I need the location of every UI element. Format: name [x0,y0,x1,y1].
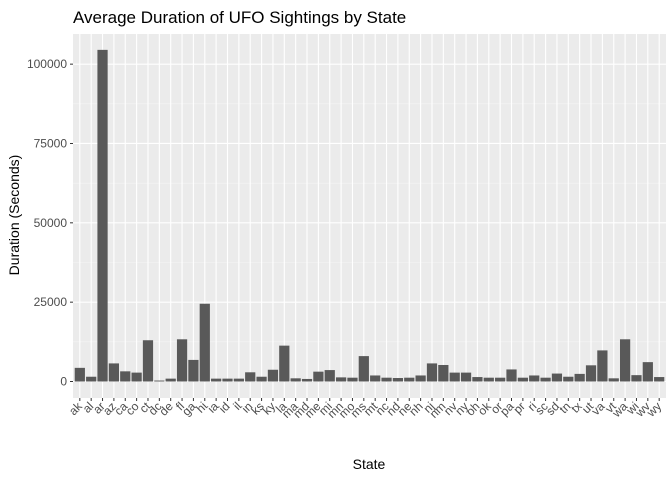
bar-ny [460,372,472,382]
bar-pr [517,377,528,382]
bar-or [495,377,506,382]
bar-ct [142,340,154,382]
bar-la [279,345,290,382]
bar-wy [654,377,665,382]
bar-wa [619,339,631,382]
x-axis-title: State [353,456,386,472]
bar-vt [608,378,619,382]
bar-nv [449,372,460,382]
y-tick-label: 25000 [34,295,68,309]
y-axis-title: Duration (Seconds) [6,155,22,276]
bar-me [313,371,324,382]
bar-ak [74,367,85,382]
y-tick-label: 50000 [34,216,68,230]
bar-mo [347,377,358,382]
bar-ar [97,49,108,382]
x-tick-label: pr [511,399,528,416]
bar-fl [176,339,188,382]
bar-co [131,372,142,382]
bar-tx [574,373,585,382]
bar-in [245,372,256,382]
bar-ms [358,356,369,382]
bar-ks [256,376,267,382]
y-tick-label: 0 [60,374,67,388]
bar-ut [585,365,597,382]
chart-title: Average Duration of UFO Sightings by Sta… [73,8,406,27]
x-tick-label: de [156,399,176,419]
y-tick-label: 100000 [27,57,67,71]
bar-al [86,376,97,382]
bar-wv [642,362,653,382]
bar-ok [483,377,494,382]
bar-nh [415,375,426,382]
bar-ma [290,378,301,382]
bar-ky [267,369,279,382]
x-tick-label: id [216,399,233,416]
bar-az [108,363,120,382]
bar-mi [324,370,335,382]
x-tick-label: wy [643,399,664,420]
bar-ia [211,378,222,382]
bar-wi [631,375,642,382]
bar-id [222,378,233,382]
bar-hi [199,303,210,382]
bar-ne [404,377,415,382]
x-axis: akalarazcacoctdcdeflgahiiaidilinkskylama… [66,398,664,421]
bar-pa [506,369,517,382]
bar-oh [472,377,483,382]
bar-nm [438,364,449,382]
bar-mn [335,377,347,382]
bar-nj [426,363,438,382]
bars [74,49,665,382]
y-tick-label: 75000 [34,136,68,150]
bar-il [233,378,244,382]
bar-de [165,378,176,382]
bar-dc [154,380,165,382]
bar-ri [529,375,540,382]
bar-va [597,350,608,382]
bar-nd [392,378,404,382]
bar-mt [370,375,381,382]
bar-ga [188,359,199,382]
bar-sc [540,377,551,382]
bar-nc [381,377,392,382]
y-axis: 0 25000 50000 75000 100000 [27,57,73,388]
bar-tn [563,376,574,382]
bar-sd [551,373,563,382]
bar-md [301,378,313,382]
plot-panel [73,34,666,398]
bar-ca [120,371,131,382]
